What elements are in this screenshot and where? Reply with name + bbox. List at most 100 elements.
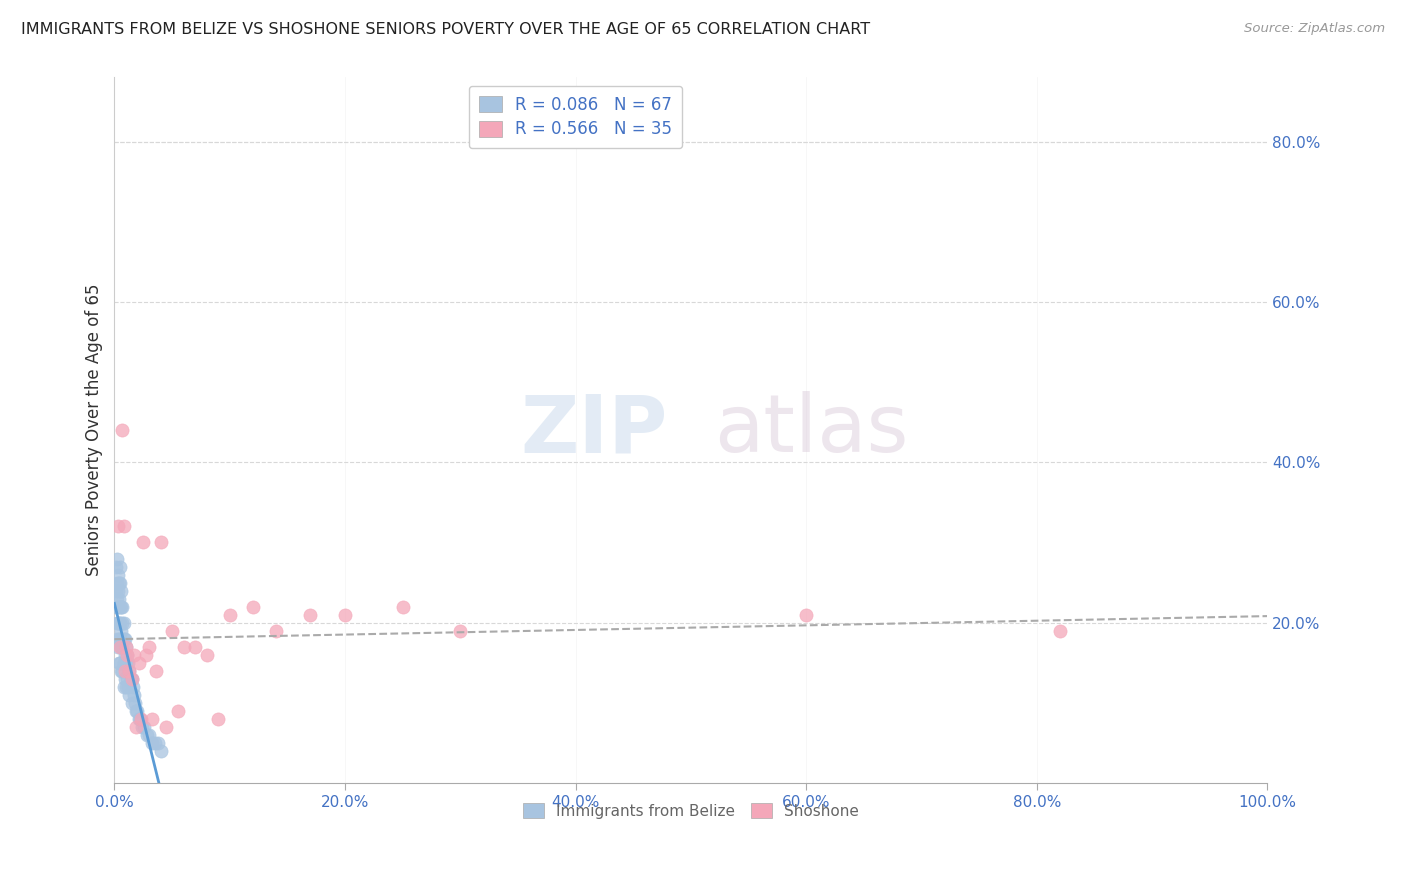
Point bbox=[794, 607, 817, 622]
Point bbox=[108, 640, 131, 654]
Point bbox=[121, 680, 143, 694]
Point bbox=[120, 672, 142, 686]
Point bbox=[108, 615, 131, 630]
Point bbox=[299, 607, 322, 622]
Point bbox=[107, 567, 129, 582]
Point bbox=[125, 720, 148, 734]
Point bbox=[155, 720, 177, 734]
Point bbox=[107, 640, 129, 654]
Point bbox=[121, 672, 143, 686]
Point bbox=[110, 640, 132, 654]
Point bbox=[108, 656, 131, 670]
Point bbox=[110, 599, 132, 614]
Point bbox=[121, 672, 143, 686]
Text: IMMIGRANTS FROM BELIZE VS SHOSHONE SENIORS POVERTY OVER THE AGE OF 65 CORRELATIO: IMMIGRANTS FROM BELIZE VS SHOSHONE SENIO… bbox=[21, 22, 870, 37]
Point bbox=[110, 664, 132, 678]
Point bbox=[135, 728, 157, 742]
Point bbox=[108, 632, 131, 646]
Point bbox=[117, 680, 139, 694]
Point bbox=[333, 607, 356, 622]
Point bbox=[114, 672, 136, 686]
Point bbox=[264, 624, 287, 638]
Point bbox=[111, 640, 134, 654]
Text: ZIP: ZIP bbox=[520, 392, 668, 469]
Text: Source: ZipAtlas.com: Source: ZipAtlas.com bbox=[1244, 22, 1385, 36]
Point bbox=[111, 615, 134, 630]
Point bbox=[110, 583, 132, 598]
Point bbox=[107, 599, 129, 614]
Point bbox=[118, 664, 141, 678]
Point bbox=[138, 728, 160, 742]
Point bbox=[105, 551, 128, 566]
Point bbox=[115, 672, 138, 686]
Point bbox=[160, 624, 183, 638]
Point bbox=[112, 656, 135, 670]
Point bbox=[108, 591, 131, 606]
Point bbox=[111, 423, 134, 437]
Point bbox=[125, 704, 148, 718]
Point bbox=[108, 559, 131, 574]
Point bbox=[145, 664, 167, 678]
Point bbox=[112, 519, 135, 533]
Point bbox=[115, 640, 138, 654]
Point bbox=[105, 591, 128, 606]
Point bbox=[128, 712, 150, 726]
Point bbox=[449, 624, 471, 638]
Point bbox=[107, 583, 129, 598]
Point bbox=[141, 736, 163, 750]
Point bbox=[124, 696, 146, 710]
Point bbox=[148, 736, 170, 750]
Text: atlas: atlas bbox=[714, 392, 908, 469]
Point bbox=[115, 648, 138, 662]
Point bbox=[105, 575, 128, 590]
Point bbox=[132, 535, 155, 549]
Point bbox=[138, 640, 160, 654]
Point bbox=[108, 656, 131, 670]
Point bbox=[104, 599, 127, 614]
Point bbox=[115, 648, 138, 662]
Point bbox=[149, 744, 172, 758]
Point bbox=[115, 640, 138, 654]
Point bbox=[128, 712, 150, 726]
Point bbox=[114, 648, 136, 662]
Point bbox=[122, 688, 145, 702]
Point bbox=[134, 720, 156, 734]
Point bbox=[195, 648, 218, 662]
Point bbox=[173, 640, 195, 654]
Point bbox=[122, 648, 145, 662]
Point bbox=[108, 599, 131, 614]
Point bbox=[115, 656, 138, 670]
Point bbox=[108, 615, 131, 630]
Point bbox=[135, 648, 157, 662]
Point bbox=[108, 575, 131, 590]
Point bbox=[114, 664, 136, 678]
Legend: Immigrants from Belize, Shoshone: Immigrants from Belize, Shoshone bbox=[516, 797, 865, 825]
Point bbox=[128, 656, 150, 670]
Point bbox=[115, 680, 138, 694]
Point bbox=[149, 535, 172, 549]
Point bbox=[117, 656, 139, 670]
Point bbox=[112, 680, 135, 694]
Point bbox=[242, 599, 264, 614]
Point bbox=[104, 583, 127, 598]
Point bbox=[110, 624, 132, 638]
Point bbox=[112, 615, 135, 630]
Point bbox=[114, 632, 136, 646]
Point bbox=[129, 712, 152, 726]
Point bbox=[391, 599, 413, 614]
Point bbox=[111, 599, 134, 614]
Point bbox=[184, 640, 207, 654]
Point bbox=[107, 615, 129, 630]
Y-axis label: Seniors Poverty Over the Age of 65: Seniors Poverty Over the Age of 65 bbox=[86, 284, 103, 576]
Point bbox=[105, 632, 128, 646]
Point bbox=[1049, 624, 1071, 638]
Point bbox=[105, 615, 128, 630]
Point bbox=[131, 720, 153, 734]
Point bbox=[111, 664, 134, 678]
Point bbox=[218, 607, 240, 622]
Point bbox=[104, 559, 127, 574]
Point bbox=[121, 696, 143, 710]
Point bbox=[112, 632, 135, 646]
Point bbox=[118, 664, 141, 678]
Point bbox=[108, 575, 131, 590]
